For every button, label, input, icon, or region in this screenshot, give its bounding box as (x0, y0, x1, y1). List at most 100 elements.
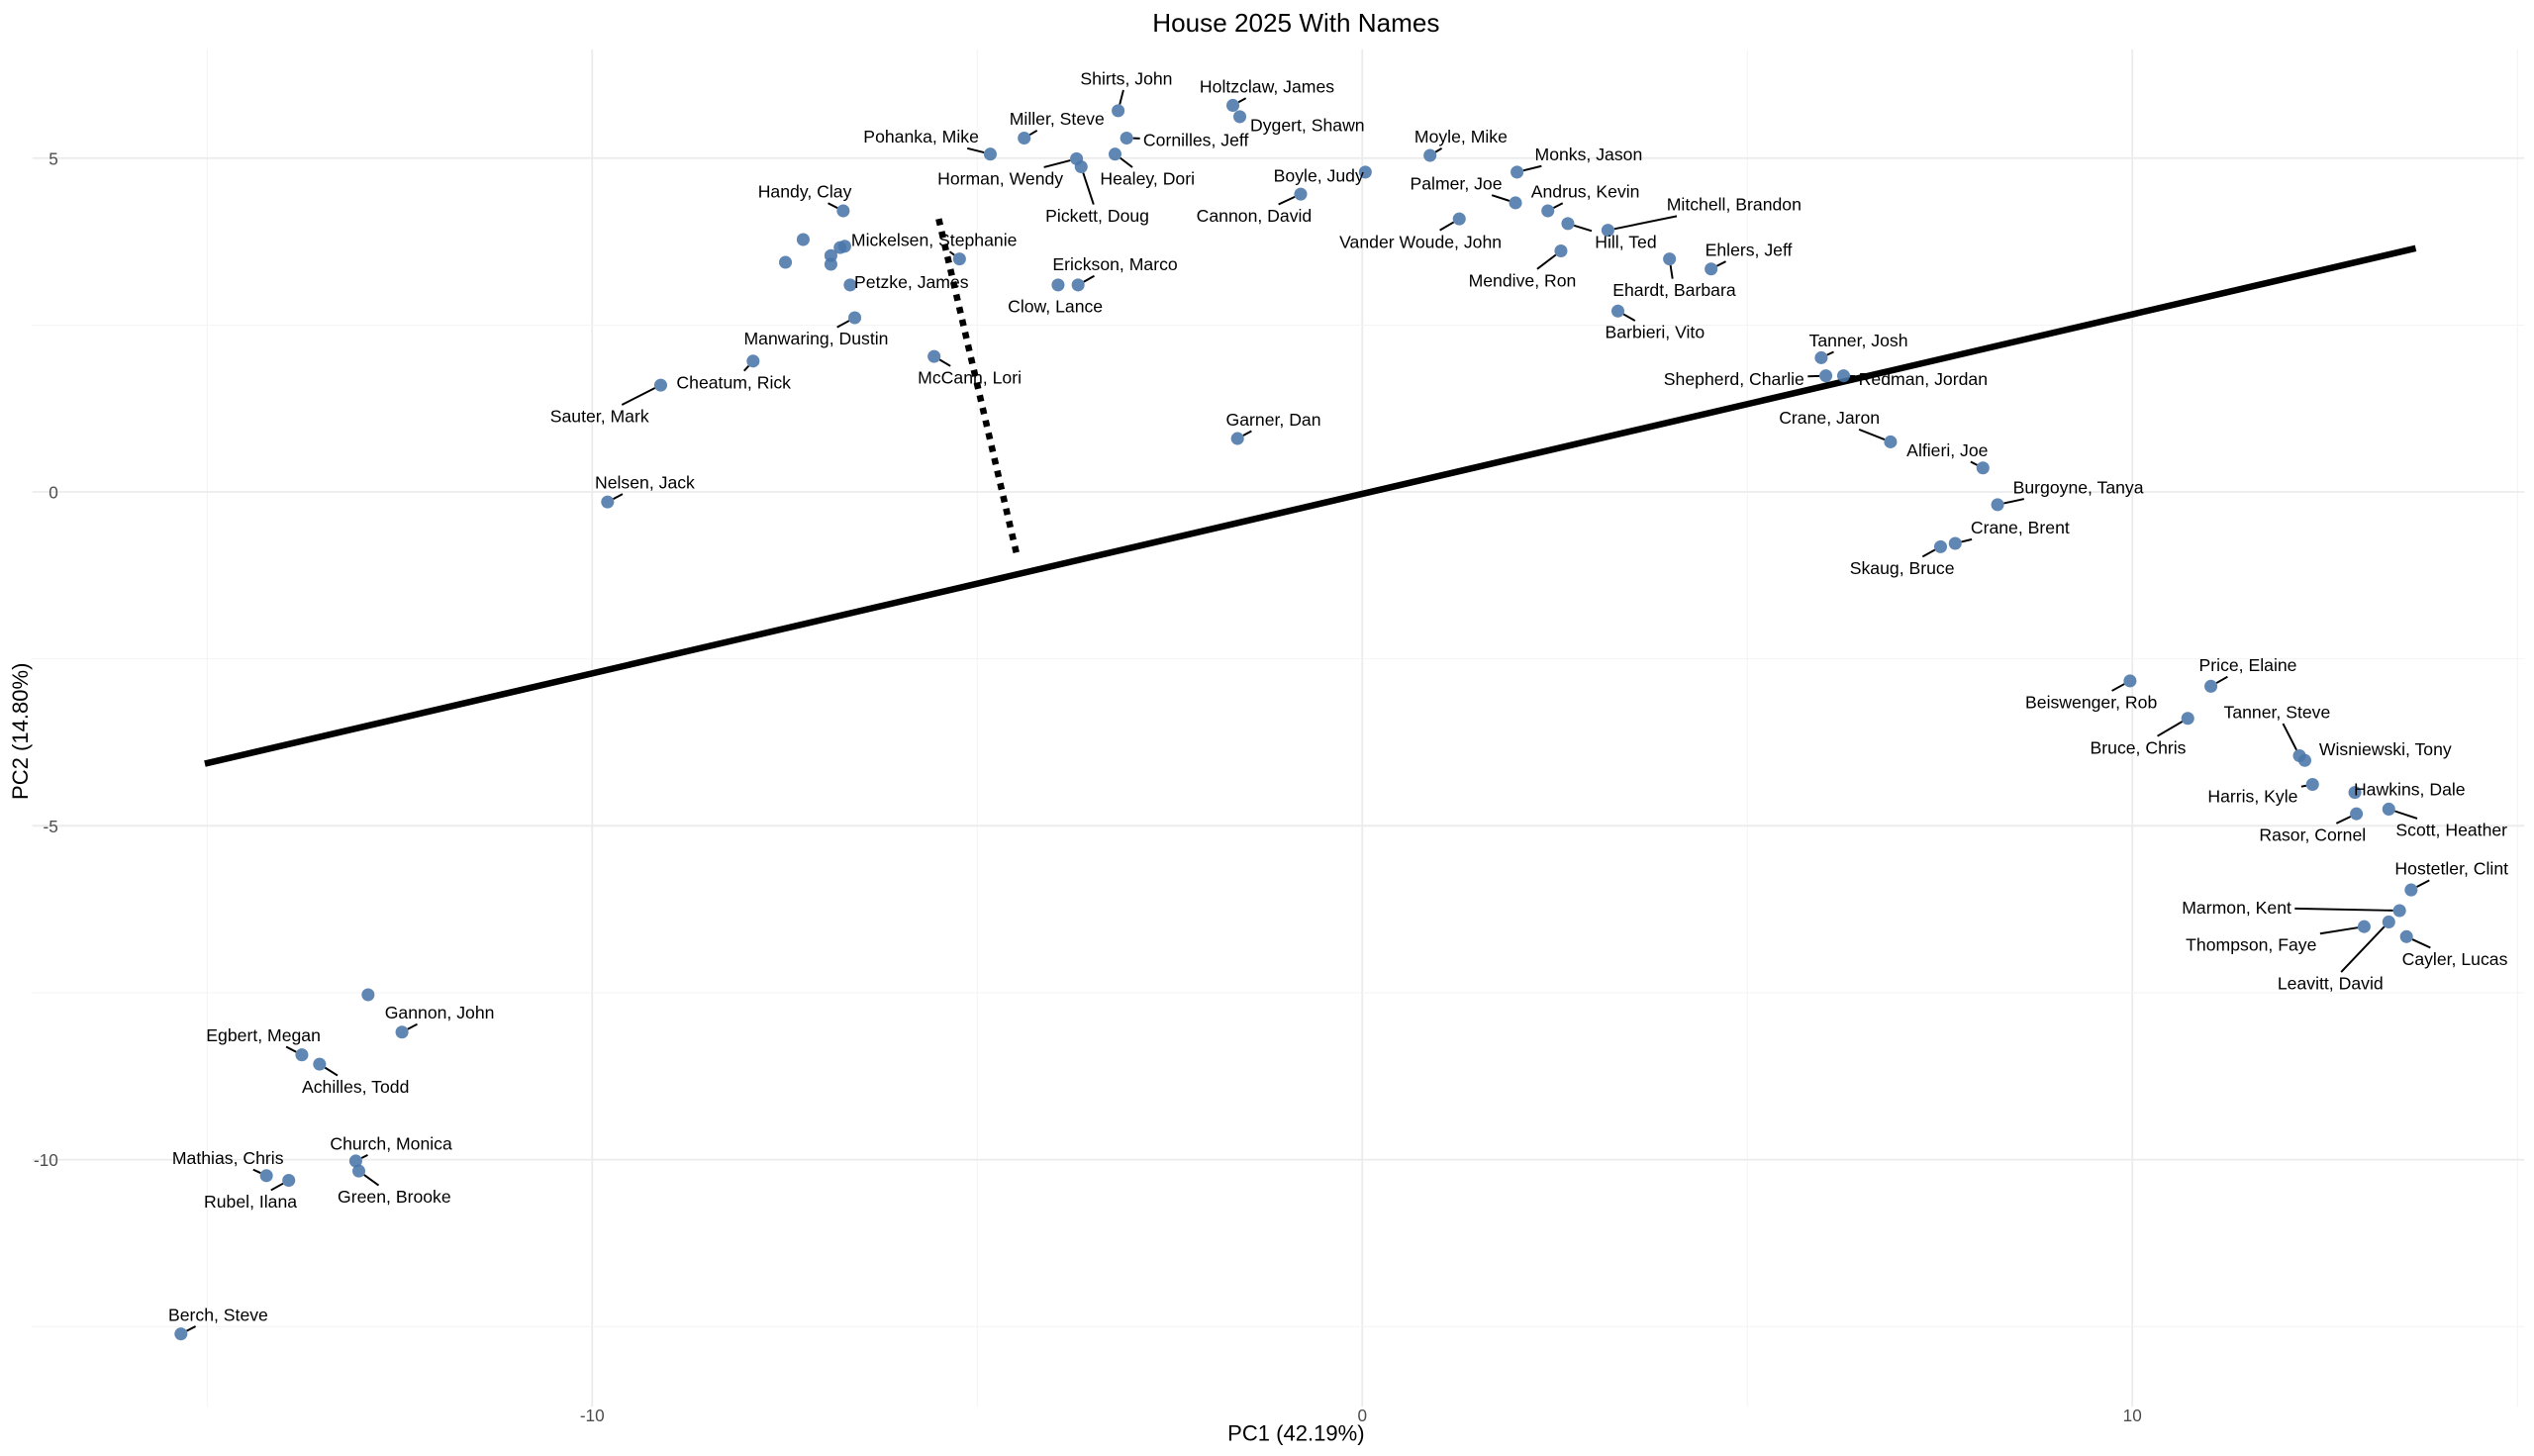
label-leader-line (285, 1045, 297, 1053)
label-leader-line (2215, 675, 2228, 684)
reference-lines (204, 218, 2417, 767)
point-label: Shirts, John (1080, 68, 1172, 88)
point-label: Manwaring, Dustin (744, 329, 889, 348)
point-label: Miller, Steve (1010, 109, 1105, 129)
point-label: Rasor, Cornel (2259, 825, 2366, 844)
chart-title: House 2025 With Names (1152, 8, 1439, 38)
label-leader-line (621, 387, 656, 406)
point-label: Gannon, John (385, 1003, 495, 1022)
data-point (313, 1057, 327, 1071)
x-tick-label: -10 (580, 1406, 605, 1425)
point-label: Vander Woude, John (1339, 232, 1502, 251)
label-leader-line (2157, 721, 2184, 737)
data-point (2382, 915, 2395, 928)
data-point (2123, 674, 2137, 688)
data-point (1230, 432, 1244, 445)
label-leader-line (1237, 97, 1247, 104)
label-leader-line (1439, 221, 1455, 232)
point-label: Clow, Lance (1008, 297, 1103, 317)
dotted-line (935, 218, 1021, 554)
label-leader-line (966, 146, 985, 154)
data-point (601, 495, 615, 509)
point-label: Skaug, Bruce (1850, 558, 1955, 578)
data-point (174, 1327, 188, 1341)
point-label: Scott, Heather (2395, 821, 2507, 840)
data-point (348, 1154, 362, 1168)
data-point (259, 1169, 273, 1183)
data-point (1358, 165, 1372, 179)
label-leader-line (324, 1066, 339, 1077)
label-leader-line (613, 493, 624, 500)
label-leader-line (270, 1182, 284, 1192)
label-leader-line (1970, 460, 1978, 466)
data-point (2404, 883, 2418, 897)
point-label: Leavitt, David (2278, 974, 2384, 994)
point-labels: Shirts, John Holtzclaw, James Dygert, Shaw… (168, 68, 2508, 1324)
point-label: Pohanka, Mike (863, 127, 979, 146)
data-point (2348, 786, 2362, 800)
data-point (1976, 461, 1990, 475)
point-label: Green, Brooke (338, 1187, 451, 1207)
point-label: Andrus, Kevin (1531, 182, 1640, 202)
data-point (952, 252, 966, 266)
data-point (1074, 159, 1088, 174)
label-leader-line (407, 1022, 418, 1030)
point-label: Shepherd, Charlie (1664, 369, 1804, 389)
point-label: Barbieri, Vito (1606, 323, 1706, 342)
point-label: Cornilles, Jeff (1143, 130, 1249, 149)
point-label: Hawkins, Dale (2354, 780, 2466, 800)
point-label: Redman, Jordan (1859, 369, 1988, 389)
data-point (843, 278, 857, 292)
point-label: Healey, Dori (1100, 169, 1195, 189)
label-leader-line (1622, 313, 1636, 322)
point-label: Hostetler, Clint (2394, 859, 2508, 879)
label-leader-line (2335, 816, 2352, 825)
label-leader-line (252, 1168, 261, 1174)
data-point (1561, 217, 1575, 231)
data-point (836, 204, 850, 218)
label-leader-line (1083, 274, 1095, 283)
label-leader-line (2394, 810, 2418, 820)
point-label: Handy, Clay (758, 182, 852, 202)
x-axis-title: PC1 (42.19%) (1227, 1421, 1364, 1446)
point-label: Rubel, Ilana (204, 1192, 297, 1212)
point-label: Ehardt, Barbara (1612, 280, 1736, 300)
label-leader-line (1043, 159, 1071, 168)
point-label: McCann, Lori (918, 367, 1022, 387)
data-point (1018, 131, 1031, 146)
label-leader-line (1120, 156, 1133, 168)
label-leader-line (828, 202, 838, 209)
point-label: Price, Elaine (2199, 655, 2297, 675)
label-leader-line (2003, 498, 2025, 505)
point-label: Tanner, Josh (1809, 331, 1908, 350)
point-label: Monks, Jason (1535, 145, 1643, 164)
data-point (1108, 147, 1122, 161)
grid (32, 49, 2525, 1407)
data-point (1819, 369, 1833, 383)
data-point (1120, 131, 1133, 146)
label-leader-line (1536, 253, 1557, 270)
data-point (295, 1048, 309, 1062)
data-point (351, 1164, 366, 1178)
point-label: Cannon, David (1197, 206, 1313, 226)
point-label: Mickelsen, Stephanie (851, 231, 1018, 250)
point-label: Holtzclaw, James (1200, 77, 1334, 97)
point-label: Pickett, Doug (1045, 206, 1149, 226)
point-label: Mitchell, Brandon (1667, 195, 1802, 215)
data-point (1452, 212, 1466, 226)
data-point (2181, 712, 2194, 726)
data-point (983, 147, 997, 161)
data-point (2297, 753, 2312, 767)
point-label: Alfieri, Joe (1906, 440, 1988, 460)
data-point (2350, 807, 2364, 821)
point-label: Moyle, Mike (1414, 127, 1508, 146)
label-leader-line (1278, 196, 1296, 206)
x-tick-label: 10 (2123, 1406, 2142, 1425)
label-leader-line (2282, 723, 2297, 751)
label-leader-line (948, 250, 955, 256)
solid-line (204, 244, 2417, 767)
label-leader-line (2300, 784, 2307, 788)
data-point (1601, 224, 1614, 238)
y-axis-title: PC2 (14.80%) (8, 663, 33, 800)
y-tick-label: -5 (44, 817, 58, 836)
